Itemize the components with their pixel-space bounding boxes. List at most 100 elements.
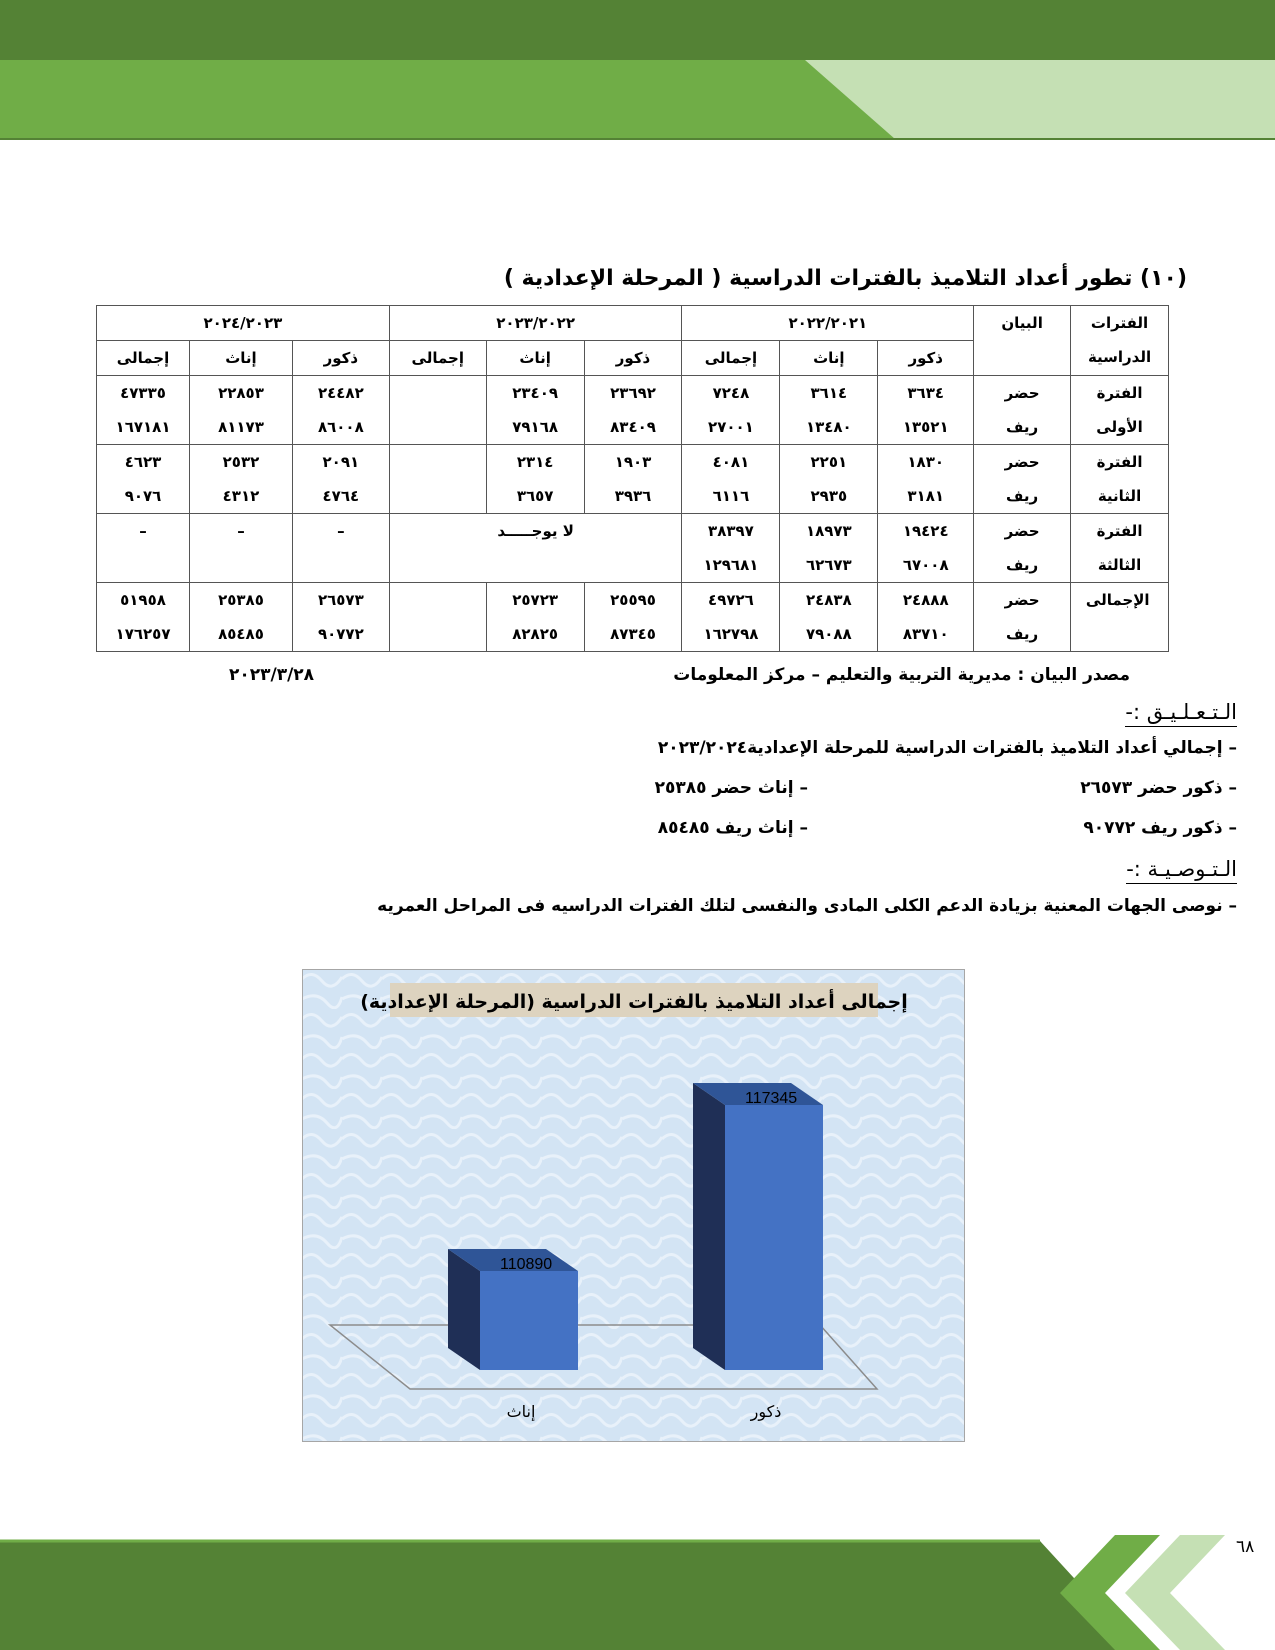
value-cell: ٧٢٤٨ ٢٧٠٠١: [681, 375, 781, 445]
header-dark-band: [0, 0, 1275, 60]
value-cell: –: [189, 513, 293, 583]
value-cell: –: [291, 513, 390, 583]
subheader-total: إجمالى: [681, 340, 781, 376]
cell-value: ٢٦٥٧٣: [317, 591, 364, 609]
value-cell: ٢٠٩١ ٤٧٦٤: [291, 444, 390, 514]
cell-value: ٢٣٦٩٢: [610, 384, 656, 402]
subheader-male: ذكور: [583, 340, 683, 376]
cell-value: ١٧٦٢٥٧: [115, 625, 171, 643]
cell-value: ١٩٠٣: [614, 453, 652, 471]
type-label: حضر: [1004, 384, 1040, 402]
period-label: الفترة الأولى: [1070, 375, 1169, 445]
value-cell: –: [95, 513, 191, 583]
value-cell: ١٨٩٧٣ ٦٢٦٧٣: [779, 513, 879, 583]
value-cell: ٢٦٥٧٣ ٩٠٧٧٢: [291, 582, 390, 652]
students-table: الفترات الدراسية البيان ٢٠٢٢/٢٠٢١ ٢٠٢٣/٢…: [95, 305, 1169, 652]
footer-decoration: [0, 1535, 1225, 1650]
type-label: حضر: [1004, 591, 1040, 609]
cell-value: ٢٤٤٨٢: [317, 384, 364, 402]
header-decoration: [0, 0, 1275, 140]
cell-value: [390, 376, 486, 410]
value-cell: ٢٢٨٥٣ ٨١١٧٣: [189, 375, 293, 445]
cell-value: ٢٧٠٠١: [708, 418, 754, 436]
value-cell: ٤٠٨١ ٦١١٦: [681, 444, 781, 514]
value-cell: [388, 375, 487, 445]
data-label: 117345: [745, 1090, 797, 1107]
cell-value: ٤٦٢٣: [124, 453, 162, 471]
date: ٢٠٢٣/٣/٢٨: [229, 665, 315, 685]
cell-value: ٢٢٨٥٣: [218, 384, 264, 402]
cell-value: ٤٧٦٤: [322, 487, 360, 505]
subheader-female: إناث: [779, 340, 879, 376]
period-label: الفترة الثانية: [1070, 444, 1169, 514]
header-statement: البيان: [973, 305, 1072, 376]
cell-value: ٢٤٨٣٨: [805, 591, 852, 609]
value-cell: ١٨٣٠ ٣١٨١: [877, 444, 975, 514]
cell-value: ٨٣٤٠٩: [610, 418, 656, 436]
cell-value: ١٨٩٧٣: [805, 522, 852, 540]
value-cell: ٢٣٦٩٢ ٨٣٤٠٩: [583, 375, 683, 445]
cell-value: ٣٩٣٦: [614, 487, 652, 505]
header-periods: الفترات الدراسية: [1070, 305, 1169, 376]
cell-value: ٨١١٧٣: [218, 418, 264, 436]
cell-value: –: [139, 522, 147, 540]
type-label: حضر: [1004, 522, 1040, 540]
table-row: الفترة الثالثة حضر ريف ١٩٤٢٤ ٦٧٠٠٨ ١٨٩٧٣ ٦٢٦٧٣…: [95, 513, 1169, 583]
cell-value: ٢٥٥٩٥: [610, 591, 656, 609]
value-cell: ٢٥٧٢٣ ٨٢٨٢٥: [485, 582, 585, 652]
bar-side: [693, 1083, 725, 1370]
type-label: ريف: [1006, 556, 1039, 574]
header-year-3: ٢٠٢٤/٢٠٢٣: [96, 305, 390, 341]
cell-value: ١٣٥٢١: [902, 418, 949, 436]
cell-value: ٥١٩٥٨: [120, 591, 166, 609]
cell-value: [293, 548, 389, 582]
cell-value: ٢٤٨٨٨: [902, 591, 949, 609]
statement-types: حضر ريف: [973, 582, 1072, 652]
value-cell: ٢٣٤٠٩ ٧٩١٦٨: [485, 375, 585, 445]
subheader-male: ذكور: [291, 340, 390, 376]
comment-female-rural: – إناث ريف ٨٥٤٨٥: [657, 818, 808, 838]
cell-value: ٣١٨١: [907, 487, 945, 505]
cell-value: ٨٣٧١٠: [902, 625, 949, 643]
cell-value: –: [337, 522, 345, 540]
table-row: الإجمالى حضر ريف ٢٤٨٨٨ ٨٣٧١٠ ٢٤٨٣٨ ٧٩٠٨٨ ٤٩٧٢٦ ١…: [95, 582, 1169, 652]
comment-male-urban: – ذكور حضر ٢٦٥٧٣: [1080, 778, 1237, 798]
cell-value: ٨٥٤٨٥: [218, 625, 264, 643]
cell-value: ٢٣١٤: [516, 453, 554, 471]
cell-value: ٣٦٣٤: [907, 384, 945, 402]
value-cell: ٤٧٣٣٥ ١٦٧١٨١: [95, 375, 191, 445]
comment-heading: الـتـعـلـيـق :-: [1125, 700, 1237, 727]
value-cell: [388, 444, 487, 514]
cell-value: ٢٣٤٠٩: [512, 384, 559, 402]
header-year-1: ٢٠٢٢/٢٠٢١: [681, 305, 975, 341]
value-cell: ٢٣١٤ ٣٦٥٧: [485, 444, 585, 514]
no-data-note: لا يوجـــــد: [388, 513, 683, 583]
source-note: مصدر البيان : مديرية التربية والتعليم – …: [673, 665, 1130, 685]
value-cell: ٢٥٥٩٥ ٨٧٣٤٥: [583, 582, 683, 652]
table-row: الفترة الثانية حضر ريف ١٨٣٠ ٣١٨١ ٢٢٥١ ٢٩٣٥ ٤٠٨١…: [95, 444, 1169, 514]
cell-value: ٨٧٣٤٥: [610, 625, 656, 643]
value-cell: ٤٩٧٢٦ ١٦٢٧٩٨: [681, 582, 781, 652]
data-label: 110890: [500, 1256, 552, 1273]
cell-value: ٤٠٨١: [712, 453, 750, 471]
chart-title-box: [390, 983, 878, 1017]
cell-value: [390, 445, 486, 479]
type-label: ريف: [1006, 625, 1039, 643]
comment-line: – إجمالي أعداد التلاميذ بالفترات الدراسي…: [657, 738, 1237, 758]
category-label: ذكور: [750, 1402, 782, 1422]
cell-value: ٨٦٠٠٨: [317, 418, 364, 436]
cell-value: ١٦٧١٨١: [115, 418, 171, 436]
cell-value: ٢٢٥١: [810, 453, 848, 471]
cell-value: ٦٢٦٧٣: [805, 556, 852, 574]
cell-value: ٤٧٣٣٥: [120, 384, 166, 402]
value-cell: ٢٥٣٢ ٤٣١٢: [189, 444, 293, 514]
cell-value: [390, 617, 486, 651]
cell-value: ١٩٤٢٤: [902, 522, 949, 540]
cell-value: –: [237, 522, 245, 540]
statement-types: حضر ريف: [973, 513, 1072, 583]
value-cell: ٢٤٤٨٢ ٨٦٠٠٨: [291, 375, 390, 445]
period-label: الفترة الثالثة: [1070, 513, 1169, 583]
cell-value: ١٣٤٨٠: [805, 418, 852, 436]
cell-value: ٢٥٧٢٣: [512, 591, 559, 609]
cell-value: ٧٩١٦٨: [512, 418, 559, 436]
